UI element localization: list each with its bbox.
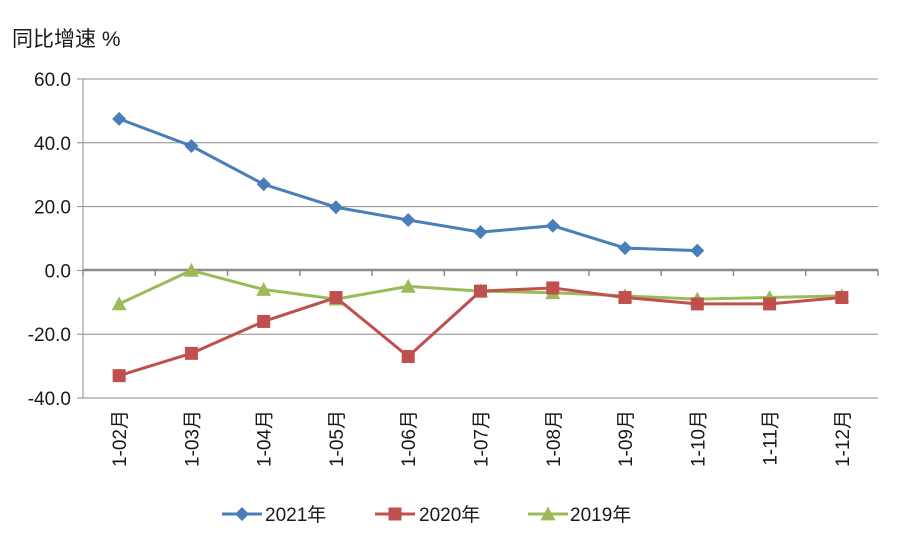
legend-label: 2021年 [265, 504, 326, 526]
x-axis-ticks: 1-02月 1-03月 1-04月 1-05月 1-06月 1-07月 1-08月 1-09月… [110, 410, 854, 467]
legend-label: 2019年 [570, 504, 631, 526]
legend: 2021年 2020年 2019年 [222, 504, 631, 526]
x-tick-label: 1-12月 [833, 410, 854, 467]
data-point [835, 291, 849, 305]
legend-item: 2020年 [375, 504, 480, 526]
x-tick-label: 1-11月 [761, 410, 782, 466]
data-point [763, 297, 777, 311]
x-tick-label: 1-07月 [472, 410, 493, 467]
x-tick-label: 1-06月 [399, 410, 420, 467]
y-tick-label: 20.0 [34, 198, 71, 219]
legend-item: 2019年 [528, 504, 631, 526]
data-point [618, 241, 633, 256]
legend-item: 2021年 [222, 504, 326, 526]
data-point [183, 262, 199, 277]
series-2020年 [112, 281, 849, 383]
x-tick-label: 1-02月 [110, 410, 131, 467]
series-line [118, 117, 698, 253]
y-tick-label: 40.0 [34, 134, 71, 155]
data-point [690, 297, 704, 311]
x-tick-label: 1-04月 [255, 410, 276, 467]
y-tick-label: -20.0 [28, 325, 71, 346]
y-axis-ticks: 60.0 40.0 20.0 0.0 -20.0 -40.0 [28, 70, 71, 410]
data-point [401, 212, 416, 227]
data-point [690, 243, 705, 258]
legend-marker [235, 507, 249, 521]
data-point [256, 282, 272, 296]
data-point [400, 278, 416, 293]
y-tick-label: 0.0 [45, 261, 71, 282]
data-point [545, 218, 560, 233]
data-point [618, 291, 632, 305]
x-tick-label: 1-03月 [182, 410, 203, 467]
y-axis-title: 同比增速 % [12, 28, 121, 51]
series-2021年 [112, 111, 705, 258]
legend-marker [540, 506, 556, 521]
data-point [401, 350, 415, 364]
data-point [474, 284, 487, 298]
data-point [328, 200, 343, 215]
data-point [473, 225, 488, 240]
data-point [256, 177, 271, 192]
x-tick-label: 1-05月 [327, 410, 348, 467]
x-tick-label: 1-10月 [688, 410, 709, 467]
x-tick-label: 1-08月 [544, 410, 565, 467]
data-point [257, 314, 271, 328]
data-point [184, 138, 199, 153]
x-tick-label: 1-09月 [616, 410, 637, 467]
data-point [111, 296, 127, 311]
series-line [118, 286, 842, 378]
legend-label: 2020年 [419, 504, 480, 526]
y-tick-label: -40.0 [28, 389, 71, 410]
data-point [112, 111, 127, 126]
series-group [111, 111, 850, 383]
data-point [329, 291, 343, 305]
axes [77, 78, 879, 399]
gridlines [83, 78, 878, 399]
data-point [184, 346, 198, 360]
y-tick-label: 60.0 [34, 70, 71, 91]
data-point [112, 369, 126, 383]
legend-marker [388, 507, 402, 521]
data-point [546, 281, 560, 295]
